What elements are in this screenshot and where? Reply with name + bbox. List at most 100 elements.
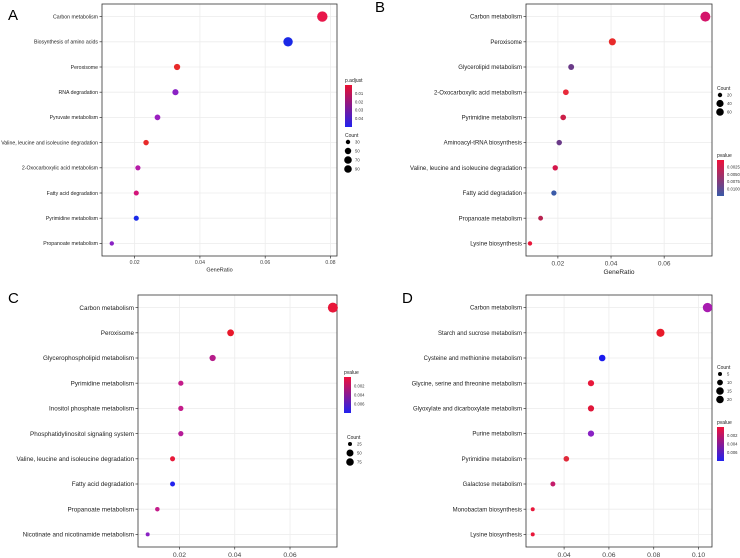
panel-b-point xyxy=(556,139,562,146)
panel-d-color-legend-label: 0.006 xyxy=(727,450,738,455)
panel-c-size-legend-dot xyxy=(346,449,354,457)
panel-a-category-label: 2-Oxocarboxylic acid metabolism xyxy=(22,166,98,172)
panel-c-letter: C xyxy=(8,290,19,307)
panel-b-point xyxy=(562,89,569,96)
panel-d-xtick-label: 0.06 xyxy=(602,552,615,558)
panel-d-size-legend-label: 15 xyxy=(727,389,732,394)
panel-c-point xyxy=(327,302,338,313)
panel-b-color-legend-bar xyxy=(717,160,724,196)
panel-c-point xyxy=(170,481,176,487)
panel-b-point xyxy=(608,38,616,46)
panel-d-point xyxy=(702,302,713,313)
panel-d-category-label: Monobactam biosynthesis xyxy=(453,507,522,513)
panel-a-point xyxy=(143,139,149,146)
panel-b-xtick-label: 0.02 xyxy=(552,261,565,268)
panel-a-category-label: Propanoate metabolism xyxy=(43,241,98,247)
panel-c-xtick-label: 0.06 xyxy=(283,552,296,558)
panel-b-size-legend-label: 40 xyxy=(727,101,732,106)
panel-c-category-label: Valine, leucine and isoleucine degradati… xyxy=(16,456,134,463)
panel-c-category-label: Propanoate metabolism xyxy=(67,506,134,513)
panel-d-category-label: Lysine biosynthesis xyxy=(470,533,522,539)
panel-b-size-legend-title: Count xyxy=(717,86,731,92)
panel-b-color-legend-title: pvalue xyxy=(717,153,732,159)
panel-b-size-legend-dot xyxy=(716,108,724,116)
panel-c-category-label: Fatty acid degradation xyxy=(72,481,135,488)
panel-b-size-legend-label: 60 xyxy=(727,110,732,115)
panel-c-xtick-label: 0.02 xyxy=(173,552,186,558)
panel-d-xtick-label: 0.04 xyxy=(557,552,570,558)
panel-b: B Carbon metabolism Peroxisome Glycerolipid… xyxy=(375,0,740,276)
panel-a-xtick-label: 0.08 xyxy=(325,260,335,266)
panel-a-color-legend-label: 0.01 xyxy=(355,91,364,96)
panel-a-category-label: Pyrimidine metabolism xyxy=(46,216,98,222)
panel-d-point xyxy=(587,430,595,437)
panel-b-point xyxy=(538,215,544,221)
panel-d-size-legend-dot xyxy=(717,379,723,386)
panel-a-color-legend-label: 0.04 xyxy=(355,116,364,121)
panel-d-category-label: Glyoxylate and dicarboxylate metabolism xyxy=(413,407,522,413)
panel-c-point xyxy=(178,405,184,412)
panel-d-color-legend-label: 0.002 xyxy=(727,433,738,438)
panel-a-point xyxy=(283,37,293,47)
panel-d-xtick-label: 0.08 xyxy=(647,552,660,558)
panel-b-letter: B xyxy=(375,0,385,16)
panel-b-color-legend-label: 0.0075 xyxy=(727,179,740,184)
panel-d-point xyxy=(530,507,535,512)
panel-d-size-legend-dot xyxy=(718,372,722,376)
panel-c-size-legend-dot xyxy=(346,458,354,466)
panel-a-category-label: Peroxisome xyxy=(71,65,99,71)
panel-c-color-legend-label: 0.006 xyxy=(354,402,365,407)
panel-d-category-label: Glycine, serine and threonine metabolism xyxy=(412,381,522,387)
panel-b-xtick-label: 0.06 xyxy=(658,261,671,268)
panel-a-xtick-label: 0.02 xyxy=(130,260,140,266)
panel-d-size-legend-dot xyxy=(716,395,724,404)
panel-d-point xyxy=(587,405,595,412)
panel-b-point xyxy=(527,241,533,246)
panel-d-size-legend-title: Count xyxy=(717,365,731,371)
panel-c-size-legend-label: 50 xyxy=(357,451,362,456)
panel-d-xtick-label: 0.10 xyxy=(692,552,705,558)
panel-a-color-legend-label: 0.03 xyxy=(355,108,364,113)
panel-c-color-legend-title: pvalue xyxy=(344,370,359,376)
panel-c-category-label: Nicotinate and nicotinamide metabolism xyxy=(23,532,134,539)
panel-d-size-legend-label: 20 xyxy=(727,397,732,402)
panel-c-point xyxy=(178,380,184,386)
panel-a-size-legend-dot xyxy=(344,165,352,173)
panel-a-size-legend-label: 30 xyxy=(355,140,360,145)
panel-c-category-label: Inositol phosphate metabolism xyxy=(49,406,134,413)
panel-c-point xyxy=(155,506,160,512)
panel-d-color-legend-title: pvalue xyxy=(717,420,732,426)
panel-b-category-label: Valine, leucine and isoleucine degradati… xyxy=(410,166,522,172)
panel-b-color-legend-label: 0.0050 xyxy=(727,172,740,177)
panel-c-point xyxy=(227,329,234,337)
panel-d-category-label: Starch and sucrose metabolism xyxy=(438,331,522,337)
panel-c-category-label: Phosphatidylinositol signaling system xyxy=(30,431,134,438)
panel-c-size-legend-label: 25 xyxy=(357,442,362,447)
panel-a-point xyxy=(135,165,141,171)
panel-a-category-label: Carbon metabolism xyxy=(53,14,98,20)
panel-a-point xyxy=(109,241,114,246)
panel-d-color-legend-bar xyxy=(717,427,724,461)
panel-a-point xyxy=(133,190,139,196)
panel-b-color-legend-label: 0.0025 xyxy=(727,165,740,170)
panel-a-xtick-label: 0.04 xyxy=(195,260,205,266)
panel-d-point xyxy=(550,481,556,487)
panel-d-size-legend-label: 5 xyxy=(727,372,730,377)
panel-b-size-legend-dot xyxy=(717,92,723,98)
panel-b-plot-frame xyxy=(525,3,713,257)
panel-c-point xyxy=(145,532,150,537)
panel-d-size-legend-dot xyxy=(716,387,724,395)
panel-d-point xyxy=(563,456,570,462)
panel-d-category-label: Carbon metabolism xyxy=(470,306,522,312)
panel-b-category-label: Aminoacyl-tRNA biosynthesis xyxy=(444,141,522,147)
panel-b-x-axis-title: GeneRatio xyxy=(603,269,634,276)
panel-c-size-legend-title: Count xyxy=(347,435,361,441)
panel-b-xtick-label: 0.04 xyxy=(605,261,618,268)
panel-b-point xyxy=(560,114,567,121)
panel-d-color-legend-label: 0.004 xyxy=(727,442,738,447)
panel-b-category-label: Propanoate metabolism xyxy=(459,216,522,222)
panel-d-point xyxy=(656,328,665,337)
panel-b-size-legend-dot xyxy=(716,99,724,108)
panel-d-plot-frame xyxy=(525,294,713,548)
panel-d-point xyxy=(587,380,595,387)
